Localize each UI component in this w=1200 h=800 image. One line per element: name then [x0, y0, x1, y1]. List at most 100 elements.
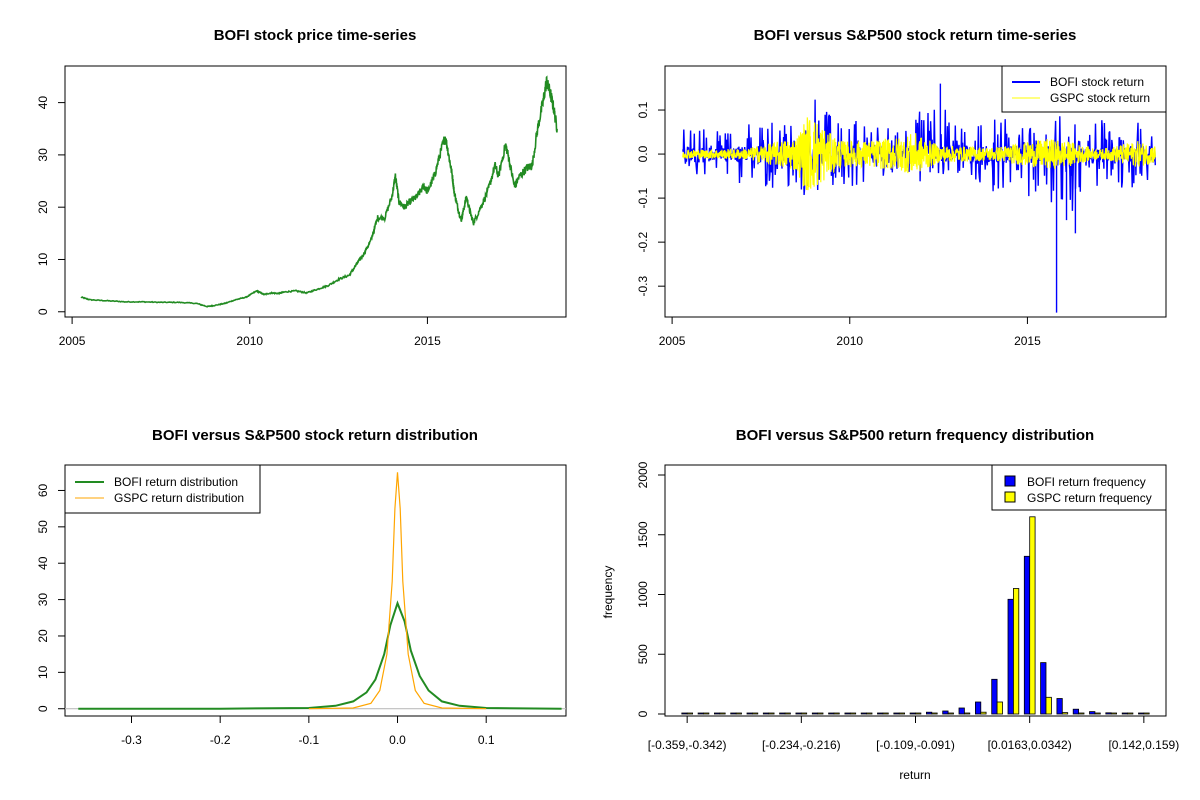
- y-tick-label: 20: [36, 200, 50, 214]
- legend: BOFI stock return GSPC stock return: [1001, 65, 1167, 113]
- gspc-frequency-bar: [752, 712, 759, 715]
- gspc-frequency-bar: [686, 712, 694, 715]
- x-axis-label: return: [899, 768, 930, 782]
- gspc-frequency-bar: [915, 712, 922, 715]
- plot-area: 2005 2010 2015 -0.3 -0.2 -0.1 0.0 0.1: [636, 83, 1156, 348]
- gspc-frequency-bar: [980, 711, 987, 715]
- bofi-frequency-bar: [877, 712, 884, 715]
- y-tick-label: 0.0: [636, 145, 650, 162]
- y-tick-label: 60: [36, 483, 50, 497]
- bofi-frequency-bar: [1007, 598, 1014, 715]
- gspc-frequency-bar: [1061, 712, 1069, 715]
- x-tick-label: [0.0163,0.0342): [988, 738, 1072, 752]
- bofi-density-line: [78, 600, 562, 710]
- x-tick-label: -0.3: [121, 733, 142, 747]
- chart-title: BOFI versus S&P500 stock return distribu…: [152, 427, 478, 444]
- gspc-frequency-bar: [784, 712, 791, 715]
- bofi-frequency-bar: [795, 712, 802, 715]
- x-tick-label: -0.2: [210, 733, 231, 747]
- y-axis-label: frequency: [601, 566, 615, 619]
- bofi-frequency-bar: [779, 712, 786, 715]
- x-tick-label: -0.1: [299, 733, 320, 747]
- gspc-frequency-bar: [1127, 712, 1134, 715]
- gspc-frequency-bar: [1013, 588, 1020, 715]
- y-tick-label: 10: [36, 252, 50, 266]
- bofi-frequency-bar: [844, 712, 851, 715]
- x-tick-label: 2010: [236, 334, 263, 348]
- x-tick-label: 2015: [1014, 334, 1041, 348]
- legend-box: [991, 464, 1167, 511]
- gspc-frequency-bar: [866, 712, 873, 715]
- gspc-frequency-bar: [703, 712, 710, 715]
- y-tick-label: 20: [36, 629, 50, 643]
- bofi-frequency-bar: [1089, 711, 1096, 715]
- legend-label-gspc: GSPC return frequency: [1027, 491, 1152, 505]
- legend-swatch-bofi: [1004, 475, 1016, 487]
- y-tick-label: 30: [36, 148, 50, 162]
- plot-frame: [64, 65, 567, 318]
- y-tick-label: 0: [36, 308, 50, 315]
- bofi-frequency-bar: [893, 712, 900, 715]
- gspc-frequency-bar: [1029, 516, 1036, 715]
- y-tick-label: -0.3: [636, 276, 650, 297]
- bofi-frequency-bar: [762, 712, 770, 715]
- plot-area: 2005 2010 2015 0 10 20 30 40: [36, 75, 558, 348]
- gspc-frequency-bar: [1078, 712, 1085, 715]
- y-tick-label: 0: [36, 705, 50, 712]
- gspc-frequency-bar: [898, 712, 906, 715]
- legend-label-gspc: GSPC stock return: [1050, 91, 1150, 105]
- gspc-frequency-bar: [1110, 712, 1117, 715]
- y-tick-label: 30: [36, 593, 50, 607]
- y-tick-label: 500: [636, 644, 650, 664]
- bofi-frequency-bar: [1056, 698, 1063, 715]
- gspc-frequency-bar: [768, 712, 775, 715]
- bofi-frequency-bar: [730, 712, 737, 715]
- y-tick-label: 2000: [636, 461, 650, 488]
- x-tick-label: [-0.109,-0.091): [876, 738, 955, 752]
- chart-title: BOFI versus S&P500 stock return time-ser…: [754, 27, 1077, 44]
- gspc-density-line: [308, 472, 487, 710]
- x-tick-label: 2005: [659, 334, 686, 348]
- gspc-frequency-bar: [735, 712, 742, 715]
- y-tick-label: 1500: [636, 521, 650, 548]
- gspc-frequency-bar: [800, 712, 808, 715]
- y-tick-label: 40: [36, 96, 50, 110]
- legend-box: [1001, 65, 1167, 113]
- plot-frame: [664, 65, 1167, 318]
- y-tick-label: -0.1: [636, 187, 650, 208]
- y-tick-label: -0.2: [636, 231, 650, 252]
- panel-return-frequency: BOFI versus S&P500 return frequency dist…: [601, 427, 1179, 782]
- plot-frame: [64, 464, 567, 717]
- bofi-frequency-bar: [909, 712, 916, 715]
- bofi-frequency-bar: [926, 711, 933, 715]
- x-tick-label: [0.142,0.159): [1108, 738, 1179, 752]
- legend-label-bofi: BOFI stock return: [1050, 75, 1144, 89]
- bofi-frequency-bar: [1105, 712, 1112, 715]
- gspc-frequency-bar: [947, 712, 954, 715]
- legend: BOFI return distribution GSPC return dis…: [64, 464, 261, 514]
- panel-price-timeseries: BOFI stock price time-series 2005 2010 201…: [36, 27, 567, 348]
- x-tick-label: 2005: [59, 334, 86, 348]
- legend-label-gspc: GSPC return distribution: [114, 491, 244, 505]
- gspc-frequency-bar: [882, 712, 889, 715]
- gspc-frequency-bar: [833, 712, 840, 715]
- x-tick-label: 2015: [414, 334, 441, 348]
- bofi-frequency-bar: [746, 712, 753, 715]
- bofi-frequency-bar: [697, 712, 704, 715]
- legend-swatch-gspc: [1004, 491, 1016, 503]
- bofi-frequency-bar: [1072, 708, 1079, 715]
- y-tick-label: 40: [36, 556, 50, 570]
- bofi-frequency-bar: [975, 701, 982, 715]
- bofi-frequency-bar: [714, 712, 721, 715]
- bofi-frequency-bar: [860, 712, 868, 715]
- gspc-frequency-bar: [931, 712, 938, 715]
- legend: BOFI return frequency GSPC return freque…: [991, 464, 1167, 511]
- chart-title: BOFI versus S&P500 return frequency dist…: [736, 427, 1094, 444]
- y-tick-label: 0.1: [636, 101, 650, 118]
- bofi-frequency-bar: [958, 707, 965, 715]
- plot-area: -0.3 -0.2 -0.1 0.0 0.1 0 10 20 30 40 50 60: [36, 472, 566, 747]
- price-line: [80, 75, 558, 308]
- x-tick-label: 0.1: [478, 733, 495, 747]
- x-tick-label: [-0.359,-0.342): [648, 738, 727, 752]
